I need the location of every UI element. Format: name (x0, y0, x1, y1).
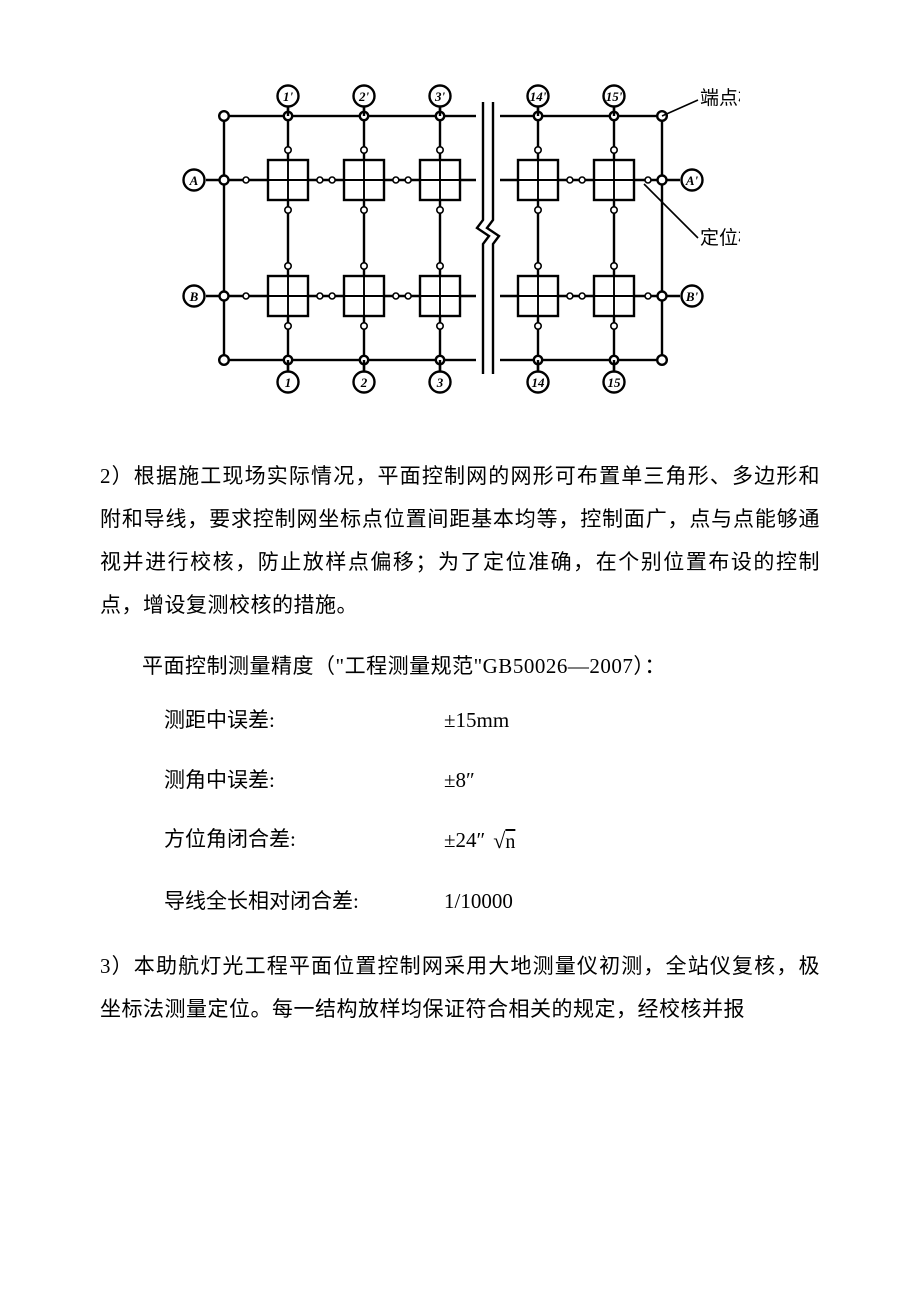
svg-text:A: A (189, 173, 199, 188)
svg-text:A': A' (685, 173, 699, 188)
spec-value: ±8″ (444, 764, 475, 798)
svg-text:14': 14' (530, 89, 547, 104)
spec-label: 方位角闭合差: (164, 823, 444, 859)
spec-row-1: 测距中误差: ±15mm (100, 704, 820, 738)
spec-value: ±15mm (444, 704, 509, 738)
svg-text:端点桩: 端点桩 (700, 87, 740, 109)
svg-text:2: 2 (360, 375, 368, 390)
svg-text:1: 1 (285, 375, 292, 390)
svg-text:3: 3 (436, 375, 444, 390)
spec-heading: 平面控制测量精度（"工程测量规范"GB50026—2007）： (100, 645, 820, 688)
control-network-diagram: 1' 1 2' 2 3' 3 14' 14 15' 15 A A' B B' 端点桩定位桩 (180, 80, 740, 395)
spec-value: 1/10000 (444, 885, 513, 919)
spec-row-3: 方位角闭合差: ±24″ √n (100, 823, 820, 859)
spec-value: ±24″ √n (444, 823, 517, 859)
paragraph-3: 3）本助航灯光工程平面位置控制网采用大地测量仪初测，全站仪复核，极坐标法测量定位… (100, 945, 820, 1031)
spec-label: 导线全长相对闭合差: (164, 885, 444, 919)
svg-text:B': B' (685, 289, 699, 304)
spec-row-4: 导线全长相对闭合差: 1/10000 (100, 885, 820, 919)
svg-text:B: B (189, 289, 199, 304)
sqrt-n-icon: √n (493, 823, 517, 859)
svg-text:2': 2' (358, 89, 370, 104)
svg-text:3': 3' (434, 89, 446, 104)
svg-text:15': 15' (606, 89, 623, 104)
spec-label: 测角中误差: (164, 764, 444, 798)
svg-text:定位桩: 定位桩 (700, 227, 740, 249)
svg-text:15: 15 (608, 375, 622, 390)
svg-text:1': 1' (283, 89, 294, 104)
svg-text:14: 14 (532, 375, 546, 390)
spec-value-prefix: ±24″ (444, 824, 485, 858)
paragraph-2: 2）根据施工现场实际情况，平面控制网的网形可布置单三角形、多边形和附和导线，要求… (100, 455, 820, 627)
spec-label: 测距中误差: (164, 704, 444, 738)
spec-row-2: 测角中误差: ±8″ (100, 764, 820, 798)
